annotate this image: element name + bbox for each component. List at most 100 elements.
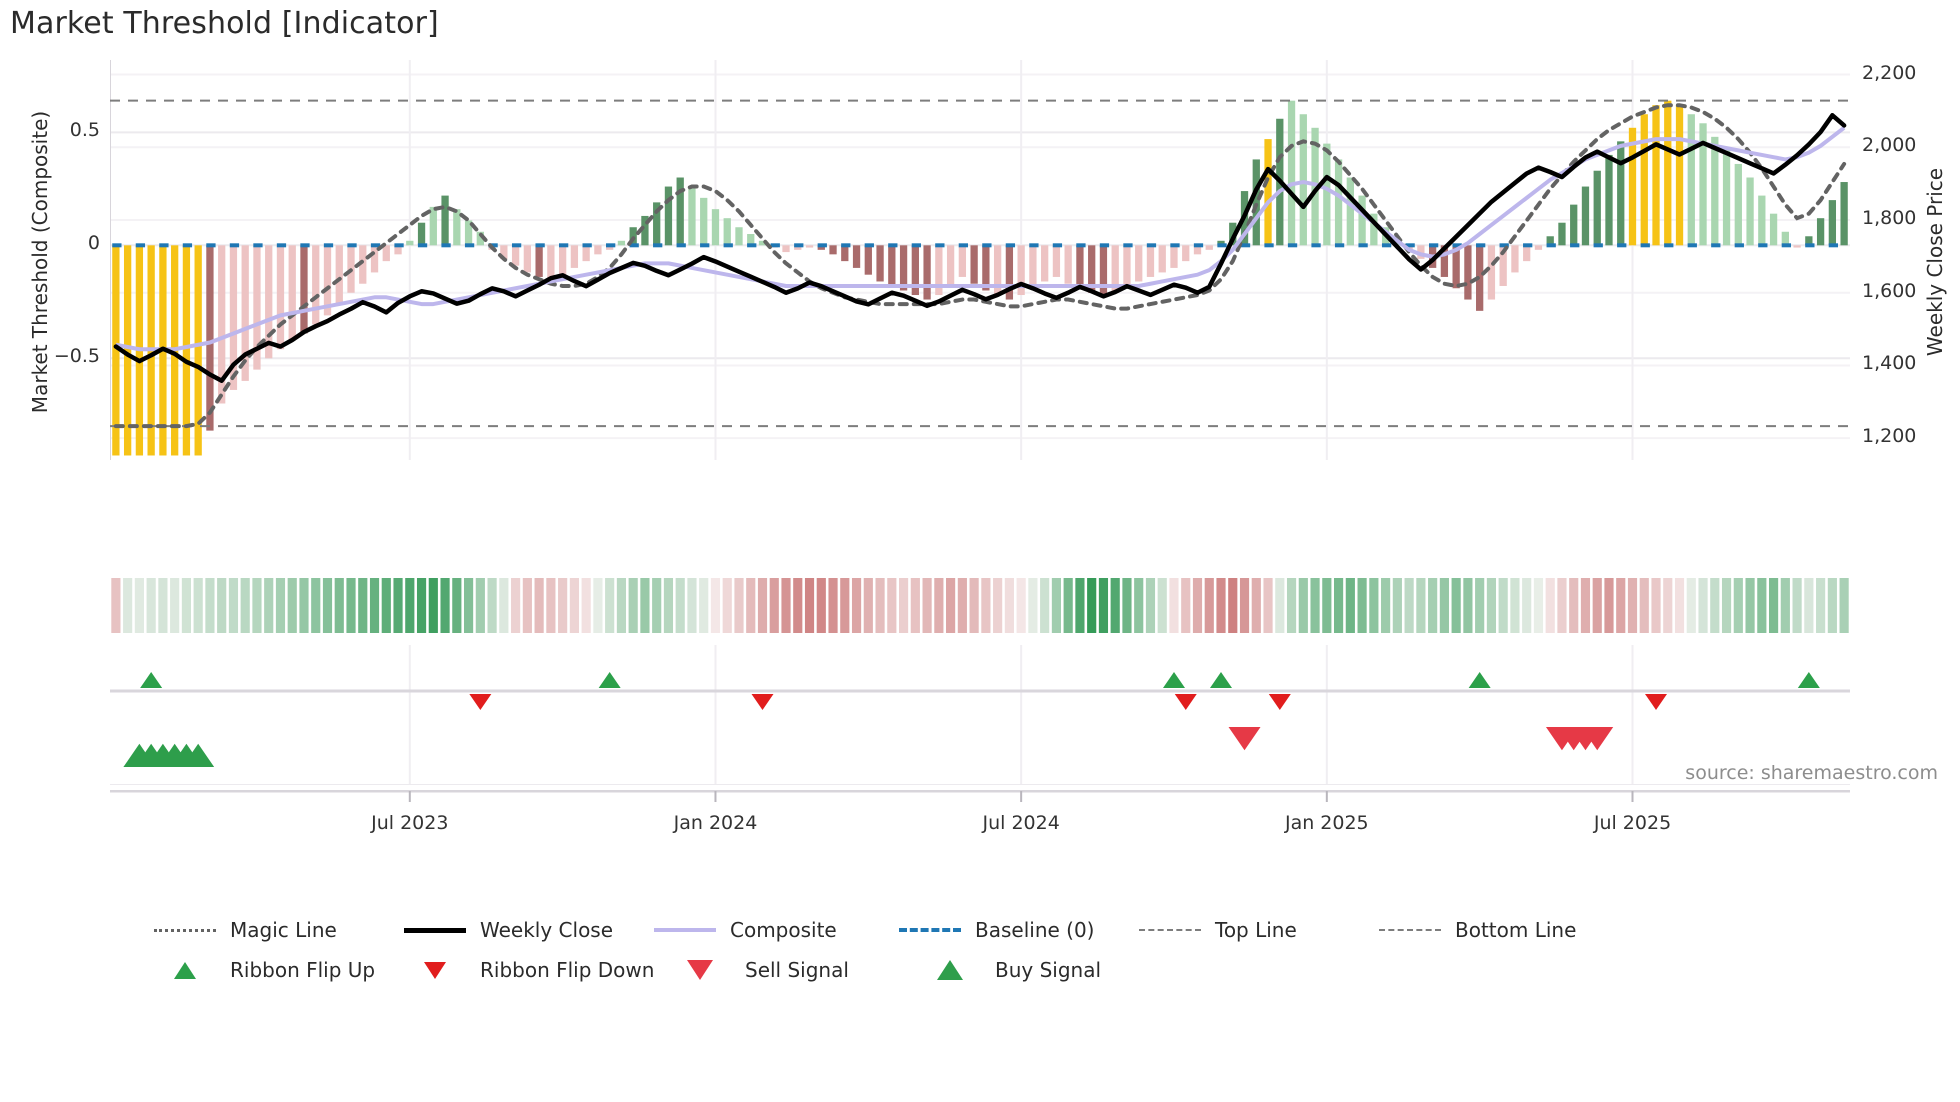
ribbon-cell xyxy=(123,578,133,633)
ribbon-cell xyxy=(1663,578,1673,633)
composite-bar xyxy=(1287,100,1296,246)
legend-label: Composite xyxy=(730,918,837,942)
ribbon-cell xyxy=(1639,578,1649,633)
ribbon-cell xyxy=(1157,578,1167,633)
ribbon-cell xyxy=(1439,578,1449,633)
legend-item[interactable]: Weekly Close xyxy=(400,918,650,942)
legend-row-lines: Magic Line Weekly Close Composite Baseline … xyxy=(150,918,1850,942)
ribbon-cell xyxy=(1792,578,1802,633)
composite-bar xyxy=(1464,245,1472,300)
ribbon-cell xyxy=(1040,578,1050,633)
composite-bar xyxy=(182,245,191,456)
composite-bar xyxy=(1640,114,1648,246)
composite-bar xyxy=(1323,143,1331,246)
ribbon-cell xyxy=(687,578,697,633)
composite-bar xyxy=(1652,105,1660,246)
composite-bar xyxy=(1523,245,1531,262)
ribbon-cell xyxy=(922,578,932,633)
ribbon-cell xyxy=(1263,578,1273,633)
ribbon-cell xyxy=(1674,578,1685,633)
buy-signal-marker xyxy=(182,743,215,767)
ribbon-cell xyxy=(1392,578,1402,633)
composite-bar xyxy=(782,245,790,253)
ribbon-cell xyxy=(1498,578,1508,633)
ribbon-cell xyxy=(1204,578,1214,633)
indicator-svg xyxy=(110,60,1850,460)
ribbon-cell xyxy=(287,578,297,633)
composite-bar xyxy=(946,245,955,286)
legend-label: Buy Signal xyxy=(995,958,1102,982)
composite-bar xyxy=(1734,163,1742,246)
composite-bar xyxy=(1076,245,1084,289)
legend-row-markers: Ribbon Flip Up Ribbon Flip Down Sell Signa… xyxy=(150,958,1850,982)
composite-bar xyxy=(1558,222,1566,246)
composite-bar xyxy=(1358,195,1366,246)
composite-bar xyxy=(876,245,884,282)
composite-bar xyxy=(206,245,214,431)
ribbon-cell xyxy=(640,578,650,633)
composite-bar xyxy=(1052,245,1061,277)
ribbon-cell xyxy=(440,578,450,633)
legend-item[interactable]: Bottom Line xyxy=(1375,918,1635,942)
ribbon-cell xyxy=(1239,578,1250,633)
ribbon-cell xyxy=(1333,578,1344,633)
triangle-up-icon xyxy=(937,960,963,980)
ribbon-cell xyxy=(1827,578,1837,633)
y-axis-left-ticks: 0.5 0 −0.5 xyxy=(0,0,100,1102)
legend-item[interactable]: Baseline (0) xyxy=(895,918,1135,942)
composite-bar xyxy=(1370,213,1378,246)
ribbon-cell xyxy=(1251,578,1261,633)
composite-bars xyxy=(112,100,1848,456)
legend-item[interactable]: Magic Line xyxy=(150,918,400,942)
ribbon-cell xyxy=(863,578,873,633)
composite-bar xyxy=(817,245,825,250)
composite-bar xyxy=(641,215,649,246)
legend-item[interactable]: Top Line xyxy=(1135,918,1375,942)
ribbon-cell xyxy=(781,578,791,633)
legend-key-dashed-line xyxy=(1375,919,1445,941)
ribbon-cell xyxy=(1145,578,1156,633)
legend-item[interactable]: Ribbon Flip Down xyxy=(400,958,665,982)
ribbon-cell xyxy=(358,578,368,633)
ribbon-cell xyxy=(1322,578,1332,633)
composite-bar xyxy=(1217,240,1225,246)
ribbon-cell xyxy=(1698,578,1708,633)
ribbon-cell xyxy=(757,578,768,633)
composite-bar xyxy=(923,245,931,300)
x-axis-tick-label: Jan 2025 xyxy=(1284,812,1369,834)
y-right-tick: 1,800 xyxy=(1862,207,1917,229)
ribbon-cell xyxy=(1098,578,1109,633)
composite-bar xyxy=(582,245,590,262)
composite-bar xyxy=(123,245,132,456)
solid-line-icon xyxy=(404,927,466,933)
composite-bar xyxy=(394,245,402,255)
legend-label: Ribbon Flip Down xyxy=(480,958,655,982)
legend-item[interactable]: Composite xyxy=(650,918,895,942)
composite-bar xyxy=(653,202,661,246)
ribbon-cell xyxy=(993,578,1003,633)
ribbon-cell xyxy=(1839,578,1849,633)
ribbon-cell xyxy=(593,578,603,633)
legend-label: Bottom Line xyxy=(1455,918,1577,942)
composite-bar xyxy=(1699,123,1707,246)
legend-item[interactable]: Sell Signal xyxy=(665,958,915,982)
y-left-tick: 0 xyxy=(87,232,100,255)
ribbon-cell xyxy=(1463,578,1473,633)
composite-bar xyxy=(1146,245,1155,277)
ribbon-cell xyxy=(334,578,344,633)
legend-item[interactable]: Ribbon Flip Up xyxy=(150,958,400,982)
composite-bar xyxy=(794,245,802,250)
ribbon-cell xyxy=(816,578,826,633)
composite-bar xyxy=(594,245,602,255)
composite-bar xyxy=(1299,114,1307,246)
ribbon-cell xyxy=(1768,578,1779,633)
composite-bar xyxy=(1158,245,1166,273)
composite-bar xyxy=(1581,186,1590,246)
composite-bar xyxy=(688,186,696,246)
composite-bar xyxy=(1793,245,1801,248)
ribbon-cell xyxy=(663,578,674,633)
composite-bar xyxy=(1346,177,1354,246)
legend-item[interactable]: Buy Signal xyxy=(915,958,1155,982)
ribbon-cell xyxy=(311,578,321,633)
